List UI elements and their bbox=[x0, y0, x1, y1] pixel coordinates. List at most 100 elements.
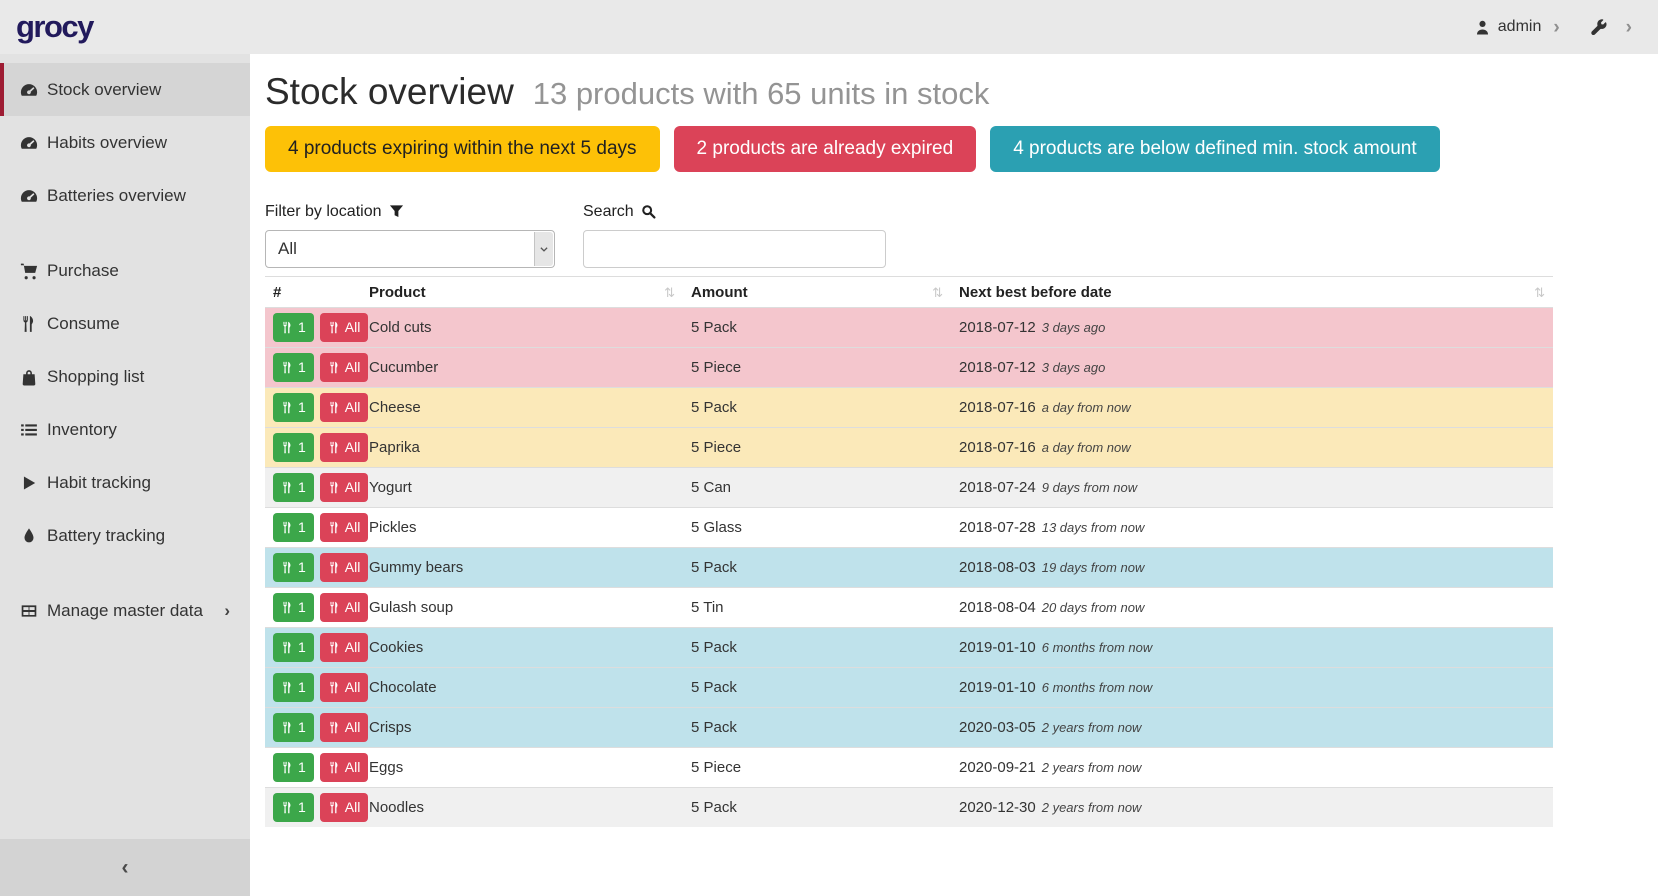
table-row-paprika: 1 All Paprika 5 Piece 2018-07-16 a day from n… bbox=[265, 426, 1553, 468]
consume-all-button[interactable]: All bbox=[319, 712, 369, 742]
consume-one-button[interactable]: 1 bbox=[273, 672, 314, 702]
utensils-icon bbox=[328, 321, 341, 334]
table-body: 1 All Cold cuts 5 Pack 2018-07-12 3 days ago 1… bbox=[265, 307, 1553, 827]
consume-one-button[interactable]: 1 bbox=[273, 312, 314, 342]
button-label: All bbox=[344, 639, 361, 656]
sidebar-collapse-button[interactable]: ‹ bbox=[0, 839, 250, 896]
sidebar-item-consume[interactable]: Consume bbox=[0, 297, 250, 350]
consume-all-button[interactable]: All bbox=[319, 472, 369, 502]
product-cell: Crisps bbox=[361, 706, 683, 748]
row-actions: 1 All bbox=[273, 672, 369, 702]
consume-one-button[interactable]: 1 bbox=[273, 792, 314, 822]
settings-menu[interactable]: › bbox=[1590, 18, 1632, 37]
amount-cell: 5 Piece bbox=[683, 426, 951, 468]
consume-one-button[interactable]: 1 bbox=[273, 632, 314, 662]
utensils-icon bbox=[281, 601, 294, 614]
consume-one-button[interactable]: 1 bbox=[273, 752, 314, 782]
alert-warning-button[interactable]: 4 products expiring within the next 5 da… bbox=[265, 125, 660, 172]
consume-all-button[interactable]: All bbox=[319, 672, 369, 702]
consume-all-button[interactable]: All bbox=[319, 552, 369, 582]
topbar-right: admin › › bbox=[1474, 18, 1632, 37]
consume-all-button[interactable]: All bbox=[319, 632, 369, 662]
column-header-: # bbox=[265, 275, 361, 308]
location-filter-group: Filter by location All bbox=[265, 203, 583, 268]
row-actions: 1 All bbox=[273, 632, 369, 662]
utensils-icon bbox=[281, 521, 294, 534]
row-actions: 1 All bbox=[273, 352, 369, 382]
funnel-icon bbox=[389, 204, 404, 219]
table-row-cookies: 1 All Cookies 5 Pack 2019-01-10 6 months from… bbox=[265, 626, 1553, 668]
consume-all-button[interactable]: All bbox=[319, 512, 369, 542]
stock-table: # ⇅ Product ⇅ Amount ⇅ Next best before date 1… bbox=[265, 275, 1553, 827]
drop-icon bbox=[20, 527, 38, 545]
consume-one-button[interactable]: 1 bbox=[273, 352, 314, 382]
sidebar-item-purchase[interactable]: Purchase bbox=[0, 244, 250, 297]
product-cell: Paprika bbox=[361, 426, 683, 468]
amount-cell: 5 Piece bbox=[683, 746, 951, 788]
sidebar-item-stock-overview[interactable]: Stock overview bbox=[0, 63, 250, 116]
sidebar-item-habit-tracking[interactable]: Habit tracking bbox=[0, 456, 250, 509]
search-input[interactable] bbox=[583, 229, 886, 268]
sidebar-item-label: Manage master data bbox=[47, 600, 203, 620]
chevron-left-icon: ‹ bbox=[121, 855, 129, 879]
sidebar-item-battery-tracking[interactable]: Battery tracking bbox=[0, 509, 250, 562]
relative-time: 20 days from now bbox=[1041, 599, 1145, 615]
user-menu[interactable]: admin › bbox=[1474, 18, 1560, 37]
column-header-product[interactable]: ⇅ Product bbox=[361, 275, 683, 308]
topbar: grocy admin › › bbox=[0, 0, 1658, 54]
button-label: 1 bbox=[298, 639, 306, 656]
consume-all-button[interactable]: All bbox=[319, 432, 369, 462]
consume-all-button[interactable]: All bbox=[319, 392, 369, 422]
best-before-date: 2018-07-16 bbox=[959, 438, 1036, 456]
sidebar-item-habits-overview[interactable]: Habits overview bbox=[0, 116, 250, 169]
utensils-icon bbox=[328, 361, 341, 374]
consume-one-button[interactable]: 1 bbox=[273, 512, 314, 542]
search-label: Search bbox=[583, 203, 886, 221]
app-logo[interactable]: grocy bbox=[16, 9, 94, 44]
product-cell: Cold cuts bbox=[369, 318, 432, 336]
consume-one-button[interactable]: 1 bbox=[273, 712, 314, 742]
play-icon bbox=[20, 474, 38, 492]
amount-cell: 5 Can bbox=[683, 466, 951, 508]
table-row-gummy-bears: 1 All Gummy bears 5 Pack 2018-08-03 19 days f… bbox=[265, 546, 1553, 588]
utensils-icon bbox=[281, 681, 294, 694]
consume-all-button[interactable]: All bbox=[319, 312, 369, 342]
button-label: 1 bbox=[298, 359, 306, 376]
column-header-next-best-before-date[interactable]: ⇅ Next best before date bbox=[951, 275, 1553, 308]
consume-all-button[interactable]: All bbox=[319, 752, 369, 782]
consume-all-button[interactable]: All bbox=[319, 352, 369, 382]
consume-one-button[interactable]: 1 bbox=[273, 592, 314, 622]
row-actions: 1 All bbox=[273, 712, 369, 742]
alert-info-button[interactable]: 4 products are below defined min. stock … bbox=[990, 125, 1440, 172]
table-header-row: # ⇅ Product ⇅ Amount ⇅ Next best before date bbox=[265, 275, 1553, 308]
sidebar-item-label: Purchase bbox=[47, 260, 119, 280]
column-header-amount[interactable]: ⇅ Amount bbox=[683, 275, 951, 308]
consume-all-button[interactable]: All bbox=[319, 792, 369, 822]
sidebar-item-inventory[interactable]: Inventory bbox=[0, 403, 250, 456]
consume-one-button[interactable]: 1 bbox=[273, 472, 314, 502]
table-row-yogurt: 1 All Yogurt 5 Can 2018-07-24 9 days from now bbox=[265, 466, 1553, 508]
sidebar-item-shopping-list[interactable]: Shopping list bbox=[0, 350, 250, 403]
consume-one-button[interactable]: 1 bbox=[273, 432, 314, 462]
button-label: 1 bbox=[298, 599, 306, 616]
utensils-icon bbox=[281, 641, 294, 654]
table-row-cheese: 1 All Cheese 5 Pack 2018-07-16 a day from now bbox=[265, 386, 1553, 428]
amount-cell: 5 Pack bbox=[683, 666, 951, 708]
sidebar-item-manage-master-data[interactable]: Manage master data › bbox=[0, 584, 250, 637]
gauge-icon bbox=[20, 187, 38, 205]
main-content: Stock overview 13 products with 65 units… bbox=[250, 54, 1658, 896]
location-select[interactable]: All bbox=[265, 229, 555, 268]
consume-one-button[interactable]: 1 bbox=[273, 392, 314, 422]
button-label: All bbox=[344, 399, 361, 416]
page-title: Stock overview 13 products with 65 units… bbox=[265, 71, 1658, 113]
best-before-date: 2018-07-12 bbox=[959, 358, 1036, 376]
utensils-icon bbox=[328, 641, 341, 654]
table-row-cucumber: 1 All Cucumber 5 Piece 2018-07-12 3 days ago bbox=[265, 346, 1553, 388]
best-before-cell: 2019-01-10 6 months from now bbox=[951, 626, 1553, 668]
alert-danger-button[interactable]: 2 products are already expired bbox=[673, 125, 977, 172]
consume-one-button[interactable]: 1 bbox=[273, 552, 314, 582]
button-label: 1 bbox=[298, 799, 306, 816]
user-icon bbox=[1474, 19, 1491, 36]
sidebar-item-batteries-overview[interactable]: Batteries overview bbox=[0, 169, 250, 222]
consume-all-button[interactable]: All bbox=[319, 592, 369, 622]
